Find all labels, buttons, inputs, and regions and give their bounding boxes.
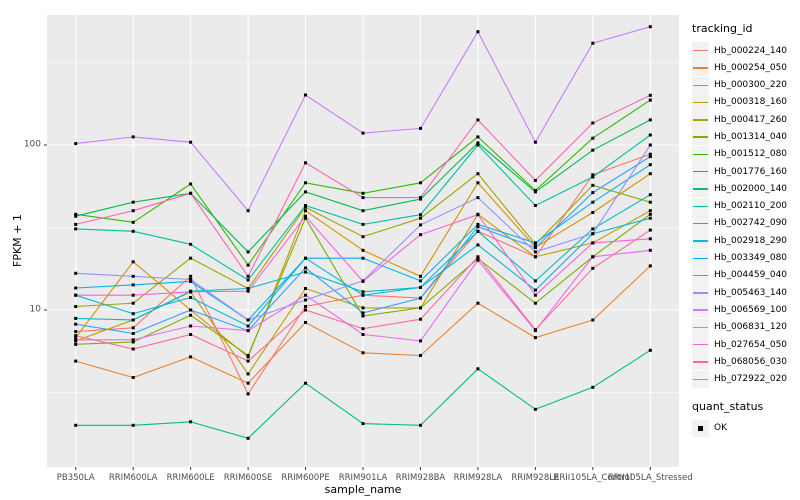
line-swatch-icon: [692, 163, 709, 181]
legend-item-label: Hb_001776_160: [714, 166, 788, 177]
legend-item-label: Hb_006569_100: [714, 304, 788, 315]
quant-status-legend-title: quant_status: [692, 399, 764, 413]
x-tick-label: RRIM901LA: [338, 473, 388, 483]
line-swatch-icon: [692, 232, 709, 250]
legend-item-label: OK: [714, 423, 727, 434]
x-tick-label: RRIM928LA: [453, 473, 503, 483]
x-tick-label: RRIM600LE: [166, 473, 215, 483]
line-swatch-icon: [692, 249, 709, 267]
legend-item: Hb_000318_160: [692, 93, 788, 111]
legend-item: Hb_072922_020: [692, 370, 788, 388]
legend-item: Hb_000254_050: [692, 59, 788, 77]
line-swatch-icon: [692, 145, 709, 163]
legend-item-label: Hb_027654_050: [714, 339, 788, 350]
legend-item-ok: OK: [692, 419, 787, 437]
legend-item: Hb_001314_040: [692, 128, 788, 146]
x-tick-label: RRIM600SE: [223, 473, 273, 483]
legend-item: Hb_006569_100: [692, 301, 788, 319]
legend-item-label: Hb_000224_140: [714, 45, 788, 56]
legend-item-label: Hb_003349_080: [714, 253, 788, 264]
line-swatch-icon: [692, 93, 709, 111]
x-tick-label: RRIM600LA: [108, 473, 158, 483]
line-swatch-icon: [692, 266, 709, 284]
legend-item: Hb_005463_140: [692, 284, 788, 302]
line-swatch-icon: [692, 197, 709, 215]
legend-items: Hb_000224_140 Hb_000254_050 Hb_000300_220 H…: [692, 42, 787, 388]
line-swatch-icon: [692, 336, 709, 354]
x-tick-label: RRIM600PE: [281, 473, 330, 483]
line-swatch-icon: [692, 42, 709, 59]
quant-status-legend: quant_status OK: [692, 400, 787, 437]
legend-item-label: Hb_002000_140: [714, 183, 788, 194]
line-swatch-icon: [692, 180, 709, 198]
y-tick-label: 10: [29, 304, 41, 315]
line-swatch-icon: [692, 370, 709, 388]
legend-item-label: Hb_005463_140: [714, 287, 788, 298]
line-swatch-icon: [692, 59, 709, 77]
legend-item-label: Hb_002742_090: [714, 218, 788, 229]
x-tick-label: RRII105LA_Stressed: [607, 473, 693, 483]
legend-item-label: Hb_001314_040: [714, 131, 788, 142]
line-swatch-icon: [692, 111, 709, 129]
line-swatch-icon: [692, 128, 709, 146]
legend-item-label: Hb_006831_120: [714, 322, 788, 333]
legend-item-label: Hb_000417_260: [714, 114, 788, 125]
legend-item-label: Hb_072922_020: [714, 374, 788, 385]
legend-item-label: Hb_000254_050: [714, 62, 788, 73]
x-tick-label: PB350LA: [56, 473, 95, 483]
y-axis-title: FPKM + 1: [11, 214, 24, 267]
legend-item-label: Hb_002110_200: [714, 201, 788, 212]
legend-item-label: Hb_001512_080: [714, 149, 788, 160]
line-swatch-icon: [692, 301, 709, 319]
x-tick-label: RRIM928LE: [511, 473, 560, 483]
legend-item-label: Hb_004459_040: [714, 270, 788, 281]
legend-item: Hb_001776_160: [692, 163, 788, 181]
x-axis-title: sample_name: [324, 483, 402, 496]
legend-item: Hb_000300_220: [692, 76, 788, 94]
legend-item: Hb_003349_080: [692, 249, 788, 267]
line-swatch-icon: [692, 214, 709, 232]
line-swatch-icon: [692, 76, 709, 94]
legend: tracking_id Hb_000224_140 Hb_000254_050 Hb…: [692, 22, 787, 437]
x-tick-label: RRIM928BA: [395, 473, 446, 483]
legend-item: Hb_004459_040: [692, 266, 788, 284]
line-swatch-icon: [692, 353, 709, 371]
legend-item: Hb_027654_050: [692, 336, 788, 354]
legend-item-label: Hb_068056_030: [714, 356, 788, 367]
legend-item: Hb_002742_090: [692, 214, 788, 232]
legend-item: Hb_000224_140: [692, 42, 787, 59]
legend-title: tracking_id: [692, 22, 753, 35]
legend-item: Hb_068056_030: [692, 353, 788, 371]
legend-item: Hb_002000_140: [692, 180, 788, 198]
legend-item: Hb_002918_290: [692, 232, 788, 250]
legend-item-label: Hb_000300_220: [714, 80, 788, 91]
legend-item: Hb_001512_080: [692, 145, 788, 163]
legend-item: Hb_006831_120: [692, 318, 788, 336]
legend-item-label: Hb_002918_290: [714, 235, 788, 246]
legend-item: Hb_002110_200: [692, 197, 788, 215]
x-tick-label: RRII105LA_Control: [553, 473, 633, 483]
square-marker-icon: [692, 419, 709, 437]
legend-item-label: Hb_000318_160: [714, 97, 788, 108]
y-tick-label: 100: [23, 139, 41, 150]
legend-item: Hb_000417_260: [692, 111, 788, 129]
line-swatch-icon: [692, 284, 709, 302]
line-swatch-icon: [692, 318, 709, 336]
